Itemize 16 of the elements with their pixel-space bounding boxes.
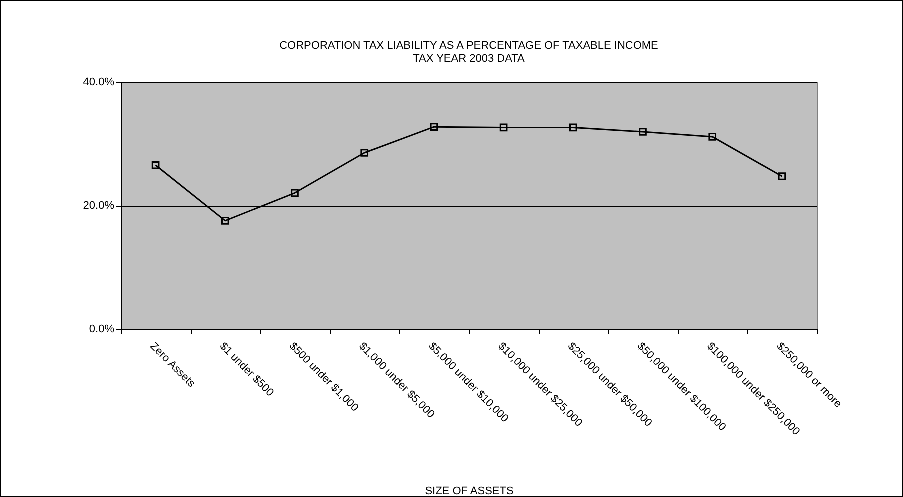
y-tick-label: 40.0% (83, 76, 115, 88)
y-tick-label: 0.0% (89, 324, 115, 336)
point (291, 189, 299, 198)
point (152, 161, 160, 170)
point (430, 123, 438, 131)
y-tick-label: 20.0% (83, 200, 115, 212)
point (639, 128, 647, 136)
point (569, 124, 578, 132)
point (221, 217, 230, 225)
point (778, 172, 786, 180)
x-axis-title: SIZE OF ASSETS (425, 485, 514, 497)
chart-subtitle: TAX YEAR 2003 DATA (413, 53, 526, 65)
point (360, 149, 369, 157)
chart-title: CORPORATION TAX LIABILITY AS A PERCENTAGE OF TAXABLE INCOME (280, 40, 658, 52)
point (500, 124, 508, 132)
point (708, 133, 717, 141)
